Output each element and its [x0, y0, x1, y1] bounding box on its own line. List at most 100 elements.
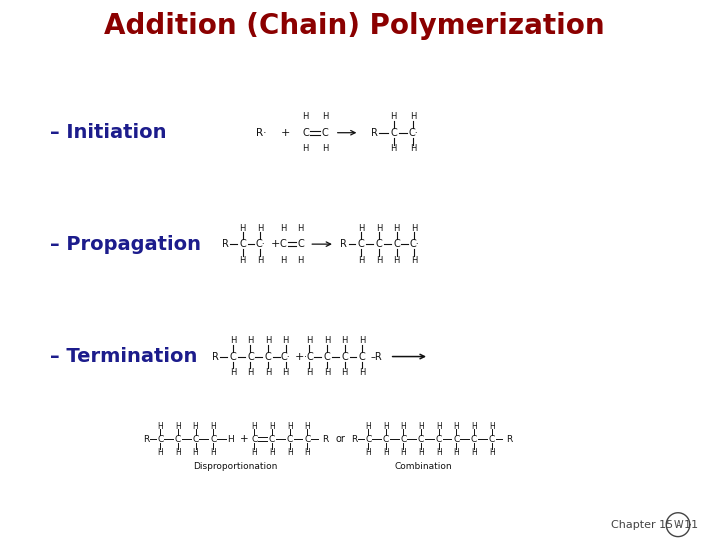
Text: C: C	[230, 352, 236, 362]
Text: C: C	[489, 435, 495, 444]
Text: C·: C·	[410, 239, 419, 249]
Text: C: C	[382, 435, 389, 444]
Text: H: H	[230, 368, 236, 377]
Text: H: H	[210, 422, 216, 431]
Text: C: C	[376, 239, 382, 249]
Text: H: H	[393, 255, 400, 265]
Text: +: +	[281, 127, 290, 138]
Text: H: H	[489, 422, 495, 431]
Text: H: H	[193, 422, 199, 431]
Text: H: H	[411, 255, 418, 265]
Text: C: C	[393, 239, 400, 249]
Text: H: H	[454, 422, 459, 431]
Text: H: H	[175, 422, 181, 431]
Text: H: H	[228, 435, 234, 444]
Text: H: H	[282, 336, 289, 345]
Text: R: R	[351, 435, 358, 444]
Text: C: C	[365, 435, 372, 444]
Text: H: H	[418, 422, 424, 431]
Text: H: H	[305, 422, 310, 431]
Text: H: H	[265, 336, 271, 345]
Text: H: H	[436, 422, 441, 431]
Text: C: C	[251, 435, 258, 444]
Text: C: C	[192, 435, 199, 444]
Text: C: C	[390, 127, 397, 138]
Text: C: C	[265, 352, 271, 362]
Text: C: C	[247, 352, 254, 362]
Text: H: H	[410, 112, 416, 122]
Text: Disproportionation: Disproportionation	[194, 462, 278, 471]
Text: H: H	[400, 448, 406, 456]
Text: +: +	[294, 352, 304, 362]
Text: C: C	[322, 127, 328, 138]
Text: H: H	[376, 255, 382, 265]
Text: H: H	[358, 224, 364, 233]
Text: H: H	[390, 144, 397, 153]
Text: R: R	[371, 127, 377, 138]
Text: H: H	[265, 368, 271, 377]
Text: H: H	[358, 255, 364, 265]
Text: C: C	[418, 435, 424, 444]
Text: H: H	[365, 422, 371, 431]
Text: +: +	[240, 434, 249, 444]
Text: H: H	[269, 448, 275, 456]
Text: H: H	[175, 448, 181, 456]
Text: R·: R·	[256, 127, 266, 138]
Text: H: H	[297, 255, 304, 265]
Text: C: C	[359, 352, 366, 362]
Text: H: H	[322, 144, 328, 153]
Text: H: H	[383, 448, 389, 456]
Text: R: R	[212, 352, 219, 362]
Text: R: R	[340, 239, 347, 249]
Text: H: H	[471, 448, 477, 456]
Text: H: H	[193, 448, 199, 456]
Text: H: H	[302, 144, 309, 153]
Text: H: H	[471, 422, 477, 431]
Text: +: +	[271, 239, 281, 249]
Text: C: C	[305, 435, 310, 444]
Text: Combination: Combination	[395, 462, 452, 471]
Text: C·: C·	[256, 239, 265, 249]
Text: H: H	[489, 448, 495, 456]
Text: H: H	[306, 368, 312, 377]
Text: C: C	[454, 435, 459, 444]
Text: H: H	[247, 336, 253, 345]
Text: C: C	[358, 239, 364, 249]
Text: C: C	[175, 435, 181, 444]
Text: C: C	[287, 435, 293, 444]
Text: H: H	[393, 224, 400, 233]
Text: Addition (Chain) Polymerization: Addition (Chain) Polymerization	[104, 12, 605, 40]
Text: R: R	[222, 239, 228, 249]
Text: H: H	[158, 448, 163, 456]
Text: H: H	[341, 336, 348, 345]
Text: H: H	[341, 368, 348, 377]
Text: H: H	[297, 224, 304, 233]
Text: C: C	[297, 239, 304, 249]
Text: H: H	[251, 448, 257, 456]
Text: H: H	[269, 422, 275, 431]
Text: H: H	[257, 255, 264, 265]
Text: H: H	[322, 112, 328, 122]
Text: ·C: ·C	[305, 352, 314, 362]
Text: C: C	[210, 435, 216, 444]
Text: H: H	[279, 224, 286, 233]
Text: H: H	[324, 368, 330, 377]
Text: R: R	[143, 435, 150, 444]
Text: H: H	[240, 224, 246, 233]
Text: R: R	[506, 435, 513, 444]
Text: –R: –R	[370, 352, 382, 362]
Text: H: H	[410, 144, 416, 153]
Text: H: H	[324, 336, 330, 345]
Text: H: H	[230, 336, 236, 345]
Text: H: H	[287, 422, 292, 431]
Text: – Initiation: – Initiation	[50, 123, 167, 142]
Text: C: C	[471, 435, 477, 444]
Text: H: H	[306, 336, 312, 345]
Text: Chapter 15 - 11: Chapter 15 - 11	[611, 519, 698, 530]
Text: H: H	[251, 422, 257, 431]
Text: C: C	[157, 435, 163, 444]
Text: H: H	[359, 368, 366, 377]
Text: H: H	[390, 112, 397, 122]
Text: C: C	[323, 352, 330, 362]
Text: – Termination: – Termination	[50, 347, 198, 366]
